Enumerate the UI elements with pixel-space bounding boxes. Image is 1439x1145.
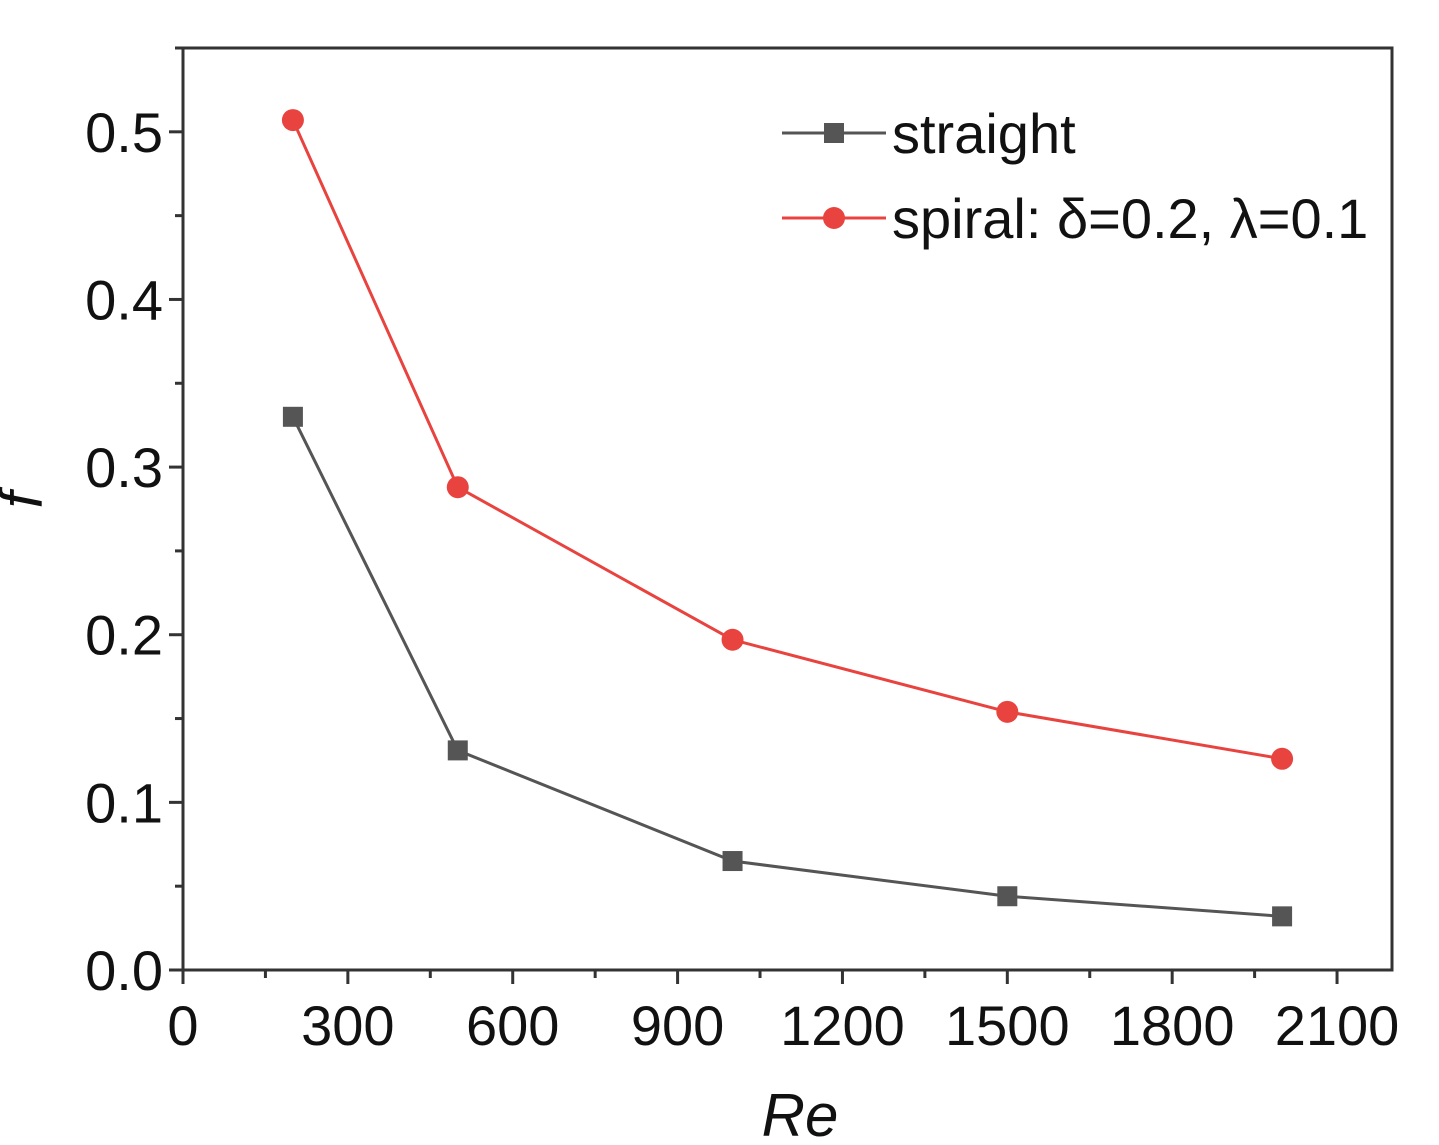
x-tick-label: 600 — [466, 994, 559, 1057]
data-point — [722, 851, 743, 872]
series-line — [291, 416, 1283, 918]
y-axis-label: f — [0, 486, 55, 508]
x-tick-label: 300 — [301, 994, 394, 1057]
data-point — [282, 406, 303, 427]
data-point — [281, 109, 304, 132]
legend-label: straight — [892, 102, 1076, 165]
series-layer — [281, 109, 1294, 927]
y-tick-label: 0.1 — [85, 771, 163, 834]
y-tick-label: 0.2 — [85, 604, 163, 667]
legend-label: spiral: δ=0.2, λ=0.1 — [892, 187, 1368, 250]
legend-marker — [824, 123, 844, 143]
plot-frame — [181, 46, 1394, 972]
y-tick-label: 0.4 — [85, 268, 163, 331]
data-point — [721, 628, 744, 651]
x-tick-label: 1200 — [780, 994, 905, 1057]
data-point — [997, 886, 1018, 907]
axes-layer: 0 300 600 900 1200 1500 1800 2100 0.0 0.1 0.2 0.3 0.… — [85, 46, 1400, 1057]
x-axis-label: Re — [762, 1082, 839, 1140]
data-point — [446, 476, 469, 499]
data-point — [1271, 747, 1294, 770]
data-point — [996, 700, 1019, 723]
x-tick-label: 1800 — [1110, 994, 1235, 1057]
data-point — [447, 740, 468, 761]
y-tick-label: 0.0 — [85, 939, 163, 1002]
x-tick-label: 1500 — [945, 994, 1070, 1057]
data-point — [1272, 906, 1293, 927]
y-tick-label: 0.5 — [85, 101, 163, 164]
legend-marker — [823, 207, 845, 229]
x-tick-label: 0 — [167, 994, 198, 1057]
x-tick-label: 900 — [631, 994, 724, 1057]
y-tick-label: 0.3 — [85, 436, 163, 499]
legend: straight spiral: δ=0.2, λ=0.1 — [782, 102, 1368, 250]
x-tick-label: 2100 — [1275, 994, 1400, 1057]
